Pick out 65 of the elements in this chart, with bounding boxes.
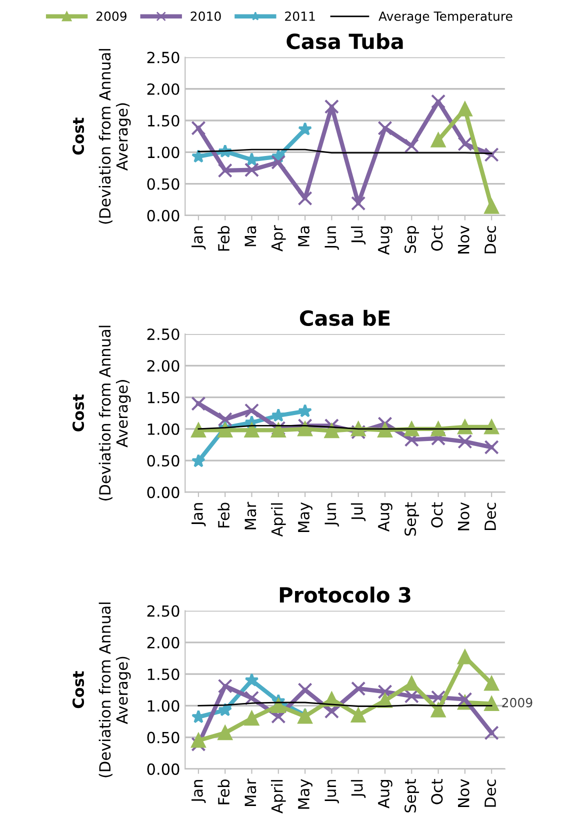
x-tick-label: April	[271, 503, 286, 537]
x-tick-label: Sept	[404, 502, 420, 536]
x-tick-label: Jul	[350, 226, 366, 244]
y-tick-label: 2.00	[147, 83, 180, 95]
y-tick-label: 1.50	[148, 392, 180, 404]
x-tick-label: Dec	[484, 780, 496, 807]
x-tick-label: Jun	[324, 503, 339, 527]
x-tick-label: Nov	[458, 226, 470, 254]
x-tick-label: April	[271, 780, 286, 814]
x-tick-label: Dec	[484, 226, 496, 254]
x-tick-label: Ma	[298, 226, 310, 246]
y-tick-label: 1.00	[148, 146, 180, 158]
x-tick-label: Aug	[378, 780, 392, 808]
legend-label: 2011	[285, 11, 315, 21]
x-tick-label: Sep	[404, 226, 420, 253]
legend-label: 2009	[96, 11, 126, 21]
y-axis-title: Cost (Deviation from Annual Average)	[72, 602, 131, 778]
x-tick-label: Jan	[192, 780, 206, 803]
series-label: 2009	[502, 698, 532, 708]
x-tick-label: Jan	[192, 503, 206, 526]
x-tick-label: May	[298, 502, 312, 532]
x-tick-label: Feb	[218, 226, 230, 251]
legend-label: 2010	[190, 11, 221, 21]
x-tick-label: Oct	[431, 225, 443, 251]
x-tick-label: Nov	[458, 779, 470, 807]
x-tick-label: Oct	[431, 502, 443, 528]
x-tick-label: Jul	[350, 503, 366, 522]
chart-title: Casa bE	[300, 310, 390, 326]
x-tick-label: Mar	[244, 502, 256, 530]
y-tick-label: 2.00	[147, 636, 180, 648]
y-tick-label: 1.00	[148, 700, 180, 712]
y-tick-label: 1.50	[148, 668, 180, 680]
y-axis-title: Cost (Deviation from Annual Average)	[72, 326, 131, 500]
x-tick-label: Feb	[218, 502, 230, 528]
y-tick-label: 2.00	[147, 360, 180, 372]
y-tick-label: 0.50	[147, 455, 180, 467]
x-tick-label: Jan	[192, 226, 206, 250]
chart-title: Casa Tuba	[286, 33, 403, 50]
x-tick-label: Oct	[431, 779, 443, 804]
x-tick-label: Apr	[271, 225, 286, 252]
x-tick-label: Aug	[378, 503, 392, 532]
x-tick-label: May	[298, 779, 312, 809]
x-tick-label: Mar	[244, 778, 256, 806]
legend-label: Average Temperature	[378, 12, 512, 24]
x-tick-label: Jun	[324, 780, 339, 804]
y-tick-label: 2.50	[147, 328, 180, 340]
y-tick-label: 1.00	[148, 423, 180, 435]
y-tick-label: 2.50	[147, 605, 180, 617]
y-tick-label: 2.50	[147, 52, 180, 64]
x-tick-label: Jul	[350, 780, 366, 798]
y-tick-label: 0.00	[147, 763, 180, 775]
x-tick-label: Jun	[324, 226, 339, 250]
x-tick-label: Feb	[218, 779, 230, 804]
y-tick-label: 0.50	[147, 732, 180, 744]
x-tick-label: Aug	[378, 226, 392, 255]
y-tick-label: 0.00	[147, 486, 180, 498]
chart-title: Protocolo 3	[280, 586, 410, 603]
y-axis-title: Cost (Deviation from Annual Average)	[72, 49, 131, 224]
y-tick-label: 0.00	[147, 210, 180, 222]
x-tick-label: Dec	[484, 502, 496, 530]
y-tick-label: 1.50	[148, 114, 180, 127]
x-tick-label: Ma	[244, 226, 256, 246]
x-tick-label: Nov	[458, 502, 470, 530]
y-tick-label: 0.50	[147, 178, 180, 190]
x-tick-label: Sept	[404, 779, 420, 812]
